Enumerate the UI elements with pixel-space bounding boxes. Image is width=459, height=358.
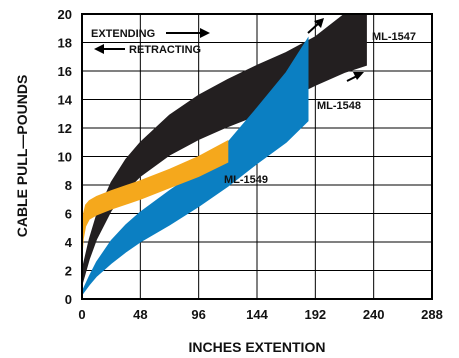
y-tick-label-6: 12 xyxy=(58,121,72,136)
series-label-ml-1547: ML-1547 xyxy=(372,31,416,43)
legend-retracting-arrowhead xyxy=(94,44,104,54)
y-tick-label-4: 8 xyxy=(65,178,72,193)
x-tick-label-3: 144 xyxy=(246,307,268,322)
data-bands xyxy=(81,13,367,297)
x-tick-label-4: 192 xyxy=(304,307,326,322)
y-tick-label-0: 0 xyxy=(65,292,72,307)
y-tick-label-2: 4 xyxy=(65,235,73,250)
x-tick-label-0: 0 xyxy=(78,307,85,322)
y-tick-label-5: 10 xyxy=(58,150,72,165)
annotation-arrow-extending xyxy=(307,18,324,34)
legend-retracting-label: RETRACTING xyxy=(129,44,201,56)
y-tick-label-9: 18 xyxy=(58,36,72,51)
annotation-arrow-retracting xyxy=(346,72,364,82)
x-axis-title: INCHES EXTENTION xyxy=(189,339,326,355)
y-tick-label-8: 16 xyxy=(58,64,72,79)
legend-extending-arrowhead xyxy=(200,28,210,38)
y-tick-label-7: 14 xyxy=(58,93,73,108)
tick-labels: 0 48 96 144 192 240 288 0 2 4 6 8 10 12 14 16 18 20 xyxy=(58,7,443,322)
series-label-ml-1549: ML-1549 xyxy=(224,174,268,186)
series-label-ml-1548: ML-1548 xyxy=(317,100,361,112)
y-tick-label-1: 2 xyxy=(65,264,72,279)
y-tick-label-3: 6 xyxy=(65,207,72,222)
y-tick-label-10: 20 xyxy=(58,7,72,22)
x-tick-label-2: 96 xyxy=(191,307,205,322)
x-tick-label-6: 288 xyxy=(421,307,443,322)
series-band-ml-1548 xyxy=(81,36,309,297)
legend: EXTENDING RETRACTING xyxy=(91,28,210,56)
x-tick-label-5: 240 xyxy=(363,307,385,322)
x-tick-label-1: 48 xyxy=(133,307,147,322)
y-axis-title: CABLE PULL—POUNDS xyxy=(14,75,30,238)
legend-extending-label: EXTENDING xyxy=(91,28,155,40)
plot-frame xyxy=(81,13,433,300)
series-band-ml-1549 xyxy=(81,139,229,257)
